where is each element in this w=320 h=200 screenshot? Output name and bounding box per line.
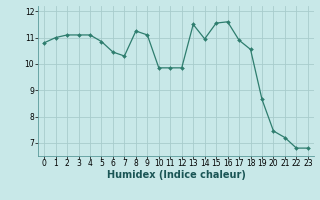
X-axis label: Humidex (Indice chaleur): Humidex (Indice chaleur) (107, 170, 245, 180)
